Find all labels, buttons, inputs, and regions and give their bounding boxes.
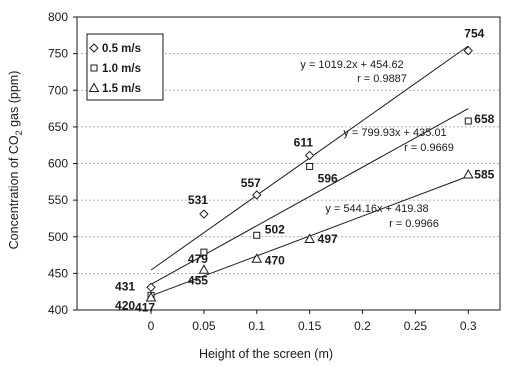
legend-triangle-icon <box>88 82 100 92</box>
y-tick-label: 500 <box>48 230 68 244</box>
legend-label: 1.0 m/s <box>102 63 141 75</box>
axes: 400 450 500 550 600 650 700 750 800 0 0.05 0.1 0.15 0… <box>48 10 477 333</box>
data-label: 417 <box>135 301 155 315</box>
data-label: 497 <box>318 232 338 246</box>
data-label: 531 <box>188 193 208 207</box>
data-label: 470 <box>265 254 285 268</box>
y-tick-label: 800 <box>48 10 68 24</box>
data-labels: 431 531 557 611 754 420 479 502 596 658 417 455 470 4… <box>115 27 495 315</box>
data-label: 431 <box>115 279 135 293</box>
x-tick-label: 0.05 <box>192 319 216 333</box>
legend-label: 0.5 m/s <box>102 43 141 55</box>
diamond-point <box>304 150 315 161</box>
legend-square-icon <box>90 64 98 72</box>
x-tick-label: 0.3 <box>460 319 477 333</box>
data-label: 754 <box>464 27 484 41</box>
data-label: 611 <box>294 135 314 149</box>
x-tick-label: 0 <box>148 319 155 333</box>
x-tick-label: 0.2 <box>354 319 371 333</box>
x-tick-label: 0.15 <box>298 319 322 333</box>
legend: 0.5 m/s 1.0 m/s 1.5 m/s <box>86 33 164 101</box>
legend-label: 1.5 m/s <box>102 83 141 95</box>
triangle-point <box>304 233 316 243</box>
legend-diamond-icon <box>89 43 99 53</box>
y-tick-label: 700 <box>48 83 68 97</box>
data-label: 420 <box>115 298 135 312</box>
regression-r-value: r = 0.9669 <box>404 142 454 154</box>
y-axis-title: Concentration of CO2 gas (ppm) <box>7 71 24 250</box>
triangle-point <box>198 264 210 274</box>
y-tick-label: 650 <box>48 120 68 134</box>
y-tick-label: 400 <box>48 303 68 317</box>
data-label: 585 <box>474 167 494 181</box>
regression-r-value: r = 0.9966 <box>389 218 439 230</box>
triangle-point <box>145 292 157 302</box>
data-label: 455 <box>188 274 208 288</box>
y-tick-label: 450 <box>48 266 68 280</box>
data-label: 596 <box>318 171 338 185</box>
regression-equations: y = 1019.2x + 454.62 r = 0.9887 y = 799.93… <box>300 59 454 230</box>
diamond-point <box>146 282 156 292</box>
data-label: 557 <box>241 176 261 190</box>
regression-equation: y = 544.16x + 419.38 <box>325 203 428 215</box>
diamond-point <box>463 45 473 56</box>
square-point <box>464 117 472 125</box>
legend-box <box>86 33 164 101</box>
square-point <box>306 162 314 170</box>
regression-equation: y = 1019.2x + 454.62 <box>300 59 403 71</box>
square-point <box>200 248 208 256</box>
data-markers <box>145 45 474 302</box>
diamond-point <box>199 209 209 219</box>
triangle-point <box>462 168 474 179</box>
diamond-point <box>252 190 262 200</box>
data-label: 479 <box>188 252 208 266</box>
data-label: 658 <box>474 112 494 126</box>
y-axis-title-unit: gas (ppm) <box>7 71 21 131</box>
y-axis-title-main: Concentration of CO <box>7 135 21 249</box>
grid-lines <box>77 53 500 274</box>
triangle-point <box>251 253 263 263</box>
regression-r-value: r = 0.9887 <box>357 73 407 85</box>
square-point <box>253 231 261 239</box>
regression-equation: y = 799.93x + 435.01 <box>343 127 446 139</box>
y-tick-label: 600 <box>48 157 68 171</box>
y-tick-label: 550 <box>48 193 68 207</box>
data-label: 502 <box>265 222 285 236</box>
y-axis-title-subscript: 2 <box>14 130 24 135</box>
x-axis-title: Height of the screen (m) <box>199 347 333 361</box>
x-tick-label: 0.25 <box>404 319 428 333</box>
y-tick-label: 750 <box>48 47 68 61</box>
x-tick-label: 0.1 <box>248 319 265 333</box>
